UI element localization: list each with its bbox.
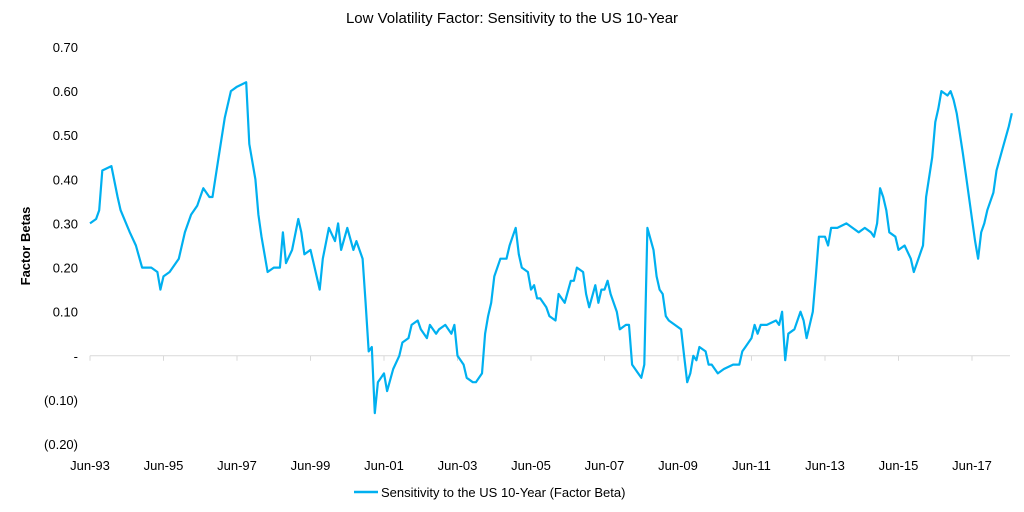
y-axis: 0.70 0.60 0.50 0.40 0.30 0.20 0.10 - (0.10) (0.20…	[44, 40, 78, 452]
legend-label: Sensitivity to the US 10-Year (Factor Be…	[381, 485, 625, 500]
x-tick-label: Jun-93	[70, 458, 110, 473]
series-line	[89, 81, 1013, 415]
y-tick-label: 0.20	[53, 261, 78, 276]
y-tick-label: 0.50	[53, 128, 78, 143]
x-tick-label: Jun-15	[879, 458, 919, 473]
legend: Sensitivity to the US 10-Year (Factor Be…	[354, 485, 625, 500]
x-tick-label: Jun-17	[952, 458, 992, 473]
y-tick-label: 0.60	[53, 84, 78, 99]
x-tick-label: Jun-07	[585, 458, 625, 473]
x-tick-label: Jun-95	[144, 458, 184, 473]
y-axis-label: Factor Betas	[18, 207, 33, 286]
y-tick-label: 0.40	[53, 172, 78, 187]
y-tick-label: -	[74, 349, 78, 364]
y-tick-label: (0.10)	[44, 393, 78, 408]
y-tick-label: 0.10	[53, 305, 78, 320]
x-tick-label: Jun-03	[438, 458, 478, 473]
series-group	[89, 81, 1013, 415]
x-axis: Jun-93 Jun-95 Jun-97 Jun-99 Jun-01 Jun-03 Jun-…	[70, 355, 1010, 473]
x-tick-label: Jun-01	[364, 458, 404, 473]
y-tick-label: 0.70	[53, 40, 78, 55]
y-tick-label: 0.30	[53, 216, 78, 231]
x-tick-label: Jun-99	[291, 458, 331, 473]
x-tick-label: Jun-11	[732, 458, 771, 473]
chart-title: Low Volatility Factor: Sensitivity to th…	[346, 10, 678, 27]
y-tick-label: (0.20)	[44, 437, 78, 452]
x-tick-label: Jun-97	[217, 458, 257, 473]
x-tick-label: Jun-13	[805, 458, 845, 473]
x-tick-label: Jun-05	[511, 458, 551, 473]
x-tick-label: Jun-09	[658, 458, 698, 473]
